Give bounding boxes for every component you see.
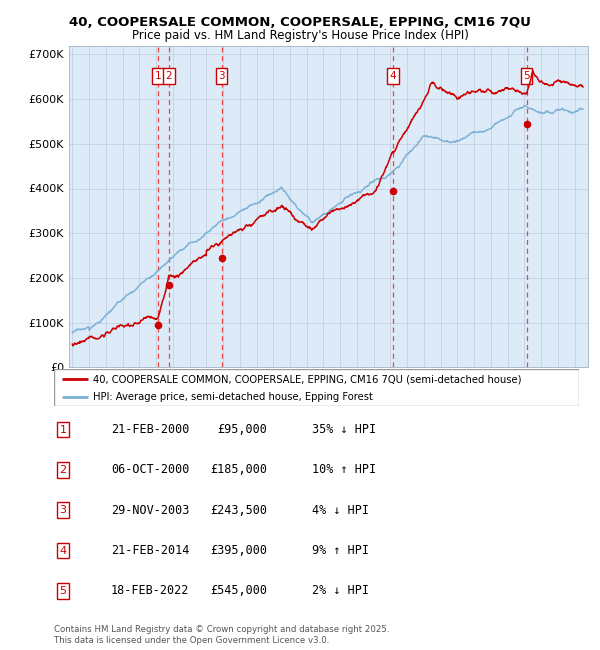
Text: 1: 1 — [155, 71, 161, 81]
Text: 40, COOPERSALE COMMON, COOPERSALE, EPPING, CM16 7QU: 40, COOPERSALE COMMON, COOPERSALE, EPPIN… — [69, 16, 531, 29]
Text: 06-OCT-2000: 06-OCT-2000 — [111, 463, 190, 476]
Text: 4: 4 — [59, 545, 67, 556]
Text: £395,000: £395,000 — [210, 544, 267, 557]
Text: 40, COOPERSALE COMMON, COOPERSALE, EPPING, CM16 7QU (semi-detached house): 40, COOPERSALE COMMON, COOPERSALE, EPPIN… — [94, 374, 522, 384]
Text: Price paid vs. HM Land Registry's House Price Index (HPI): Price paid vs. HM Land Registry's House … — [131, 29, 469, 42]
Text: £243,500: £243,500 — [210, 504, 267, 517]
Text: £185,000: £185,000 — [210, 463, 267, 476]
Text: 3: 3 — [59, 505, 67, 515]
Text: 2: 2 — [166, 71, 172, 81]
Text: 3: 3 — [218, 71, 225, 81]
Text: 21-FEB-2014: 21-FEB-2014 — [111, 544, 190, 557]
Text: HPI: Average price, semi-detached house, Epping Forest: HPI: Average price, semi-detached house,… — [94, 392, 373, 402]
Text: 5: 5 — [59, 586, 67, 596]
Text: 18-FEB-2022: 18-FEB-2022 — [111, 584, 190, 597]
Text: Contains HM Land Registry data © Crown copyright and database right 2025.
This d: Contains HM Land Registry data © Crown c… — [54, 625, 389, 645]
Text: 5: 5 — [523, 71, 530, 81]
Text: 2: 2 — [59, 465, 67, 475]
Text: 1: 1 — [59, 424, 67, 435]
Text: 2% ↓ HPI: 2% ↓ HPI — [312, 584, 369, 597]
Text: 4% ↓ HPI: 4% ↓ HPI — [312, 504, 369, 517]
Text: 9% ↑ HPI: 9% ↑ HPI — [312, 544, 369, 557]
Text: 4: 4 — [389, 71, 396, 81]
Text: £545,000: £545,000 — [210, 584, 267, 597]
Text: 10% ↑ HPI: 10% ↑ HPI — [312, 463, 376, 476]
Text: 35% ↓ HPI: 35% ↓ HPI — [312, 423, 376, 436]
Text: £95,000: £95,000 — [217, 423, 267, 436]
Text: 29-NOV-2003: 29-NOV-2003 — [111, 504, 190, 517]
Text: 21-FEB-2000: 21-FEB-2000 — [111, 423, 190, 436]
